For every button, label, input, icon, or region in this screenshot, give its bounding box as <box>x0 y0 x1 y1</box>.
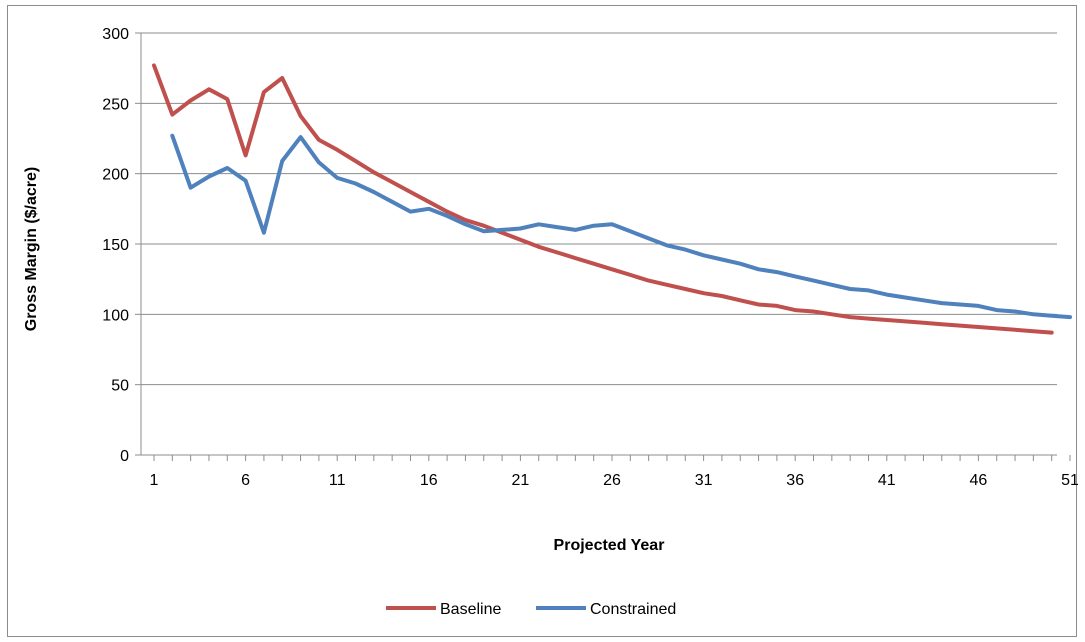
y-tick-label: 100 <box>102 307 129 324</box>
x-axis-title: Projected Year <box>554 537 665 554</box>
x-tick-label: 21 <box>512 472 530 489</box>
x-tick-label: 31 <box>695 472 713 489</box>
series-line-constrained <box>170 133 1072 320</box>
x-tick-label: 26 <box>603 472 621 489</box>
y-tick-label: 150 <box>102 237 129 254</box>
y-tick-label: 200 <box>102 167 129 184</box>
y-tick-label: 250 <box>102 96 129 113</box>
legend: Baseline Constrained <box>386 601 676 618</box>
series-lines <box>152 63 1072 335</box>
x-tick-label: 6 <box>241 472 250 489</box>
x-tick-label: 46 <box>970 472 988 489</box>
y-tick-label: 300 <box>102 26 129 43</box>
legend-label-baseline: Baseline <box>440 601 501 618</box>
legend-label-constrained: Constrained <box>590 601 676 618</box>
x-tick-labels: 1 6 11 16 21 26 31 36 41 46 51 <box>150 472 1078 489</box>
series-line-baseline <box>152 63 1054 335</box>
x-tick-label: 16 <box>420 472 438 489</box>
gridlines <box>135 32 1057 456</box>
axes <box>140 33 1071 461</box>
x-tick-label: 51 <box>1061 472 1078 489</box>
x-tick-label: 11 <box>329 472 346 489</box>
x-tick-label: 41 <box>878 472 896 489</box>
chart-frame: 0 50 100 150 200 250 300 1 6 11 16 21 26 31 36 41 46 51 … <box>7 5 1078 637</box>
y-tick-label: 50 <box>111 378 129 395</box>
y-tick-label: 0 <box>120 448 129 465</box>
y-axis-title: Gross Margin ($/acre) <box>23 167 40 332</box>
x-tick-label: 36 <box>786 472 804 489</box>
x-tick-label: 1 <box>150 472 159 489</box>
y-tick-labels: 0 50 100 150 200 250 300 <box>102 26 129 465</box>
